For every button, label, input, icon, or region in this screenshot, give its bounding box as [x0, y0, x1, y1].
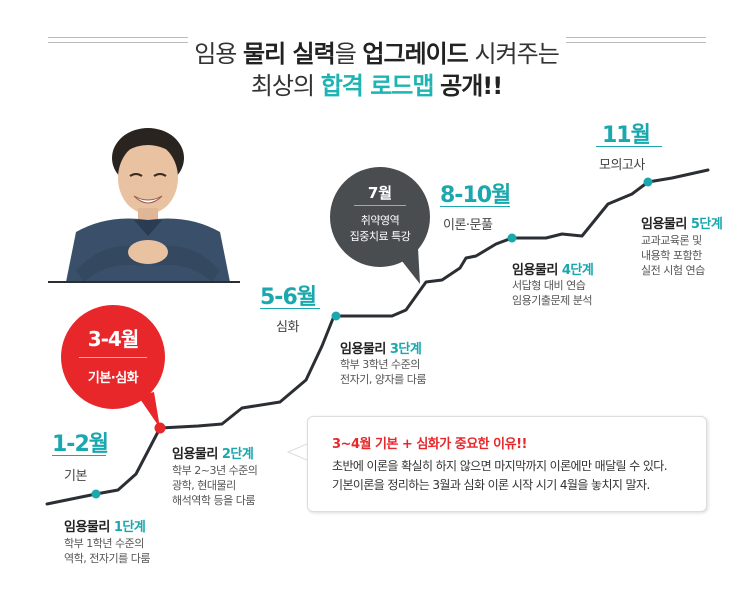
stage-title-4: 임용물리 4단계 [512, 263, 594, 278]
milestone-dot-5 [643, 177, 653, 187]
special-lecture-bubble: 7월 취약영역 집중치료 특강 [330, 167, 430, 267]
special-lecture-text: 취약영역 집중치료 특강 [349, 214, 411, 243]
header-rule-right [566, 37, 706, 43]
info-box-body: 초반에 이론을 확실히 하지 않으면 마지막까지 이론에만 매달릴 수 있다. … [332, 459, 668, 492]
stage-title-3: 임용물리 3단계 [340, 342, 422, 357]
stage-title-5: 임용물리 5단계 [641, 217, 723, 232]
stage-desc-1: 학부 1학년 수준의 역학, 전자기를 다룸 [64, 537, 150, 565]
milestone-underline-2 [260, 308, 320, 309]
special-lecture-divider [354, 205, 406, 206]
highlight-bubble-month: 3-4월 [87, 327, 140, 351]
headline-line2: 최상의 합격 로드맵 공개!! [250, 72, 503, 100]
milestone-sub-4: 모의고사 [599, 158, 645, 173]
milestone-sub-1: 기본 [64, 469, 87, 484]
header-rule-left [48, 37, 188, 43]
stage-desc-5: 교과교육론 및 내용학 포함한 실전 시험 연습 [641, 234, 705, 277]
instructor-photo [48, 120, 238, 282]
milestone-sub-3: 이론·문풀 [443, 218, 493, 233]
milestone-dot-1 [91, 489, 101, 499]
stage-desc-2: 학부 2~3년 수준의 광학, 현대물리 해석역학 등을 다룸 [172, 464, 258, 507]
milestone-sub-2: 심화 [276, 320, 299, 335]
milestone-dot-3 [331, 311, 341, 321]
highlight-bubble-divider [79, 357, 147, 358]
milestone-underline-4 [596, 146, 662, 147]
milestone-month-2: 5-6월 [260, 285, 317, 310]
stage-desc-3: 학부 3학년 수준의 전자기, 양자를 다룸 [340, 358, 426, 386]
milestone-underline-1 [52, 455, 106, 456]
milestone-month-4: 11월 [602, 123, 651, 148]
milestone-underline-3 [440, 206, 510, 207]
stage-title-2: 임용물리 2단계 [172, 447, 254, 462]
stage-desc-4: 서답형 대비 연습 임용기출문제 분석 [512, 279, 592, 307]
highlight-bubble-3-4: 3-4월 기본·심화 [61, 305, 165, 409]
headline-line1: 임용 물리 실력을 업그레이드 시켜주는 [194, 40, 560, 68]
milestone-dot-4 [507, 233, 517, 243]
special-lecture-month: 7월 [367, 184, 393, 202]
milestone-month-1: 1-2월 [52, 432, 109, 457]
photo-baseline [48, 281, 240, 283]
info-box-title: 3~4월 기본 + 심화가 중요한 이유!! [332, 437, 527, 452]
milestone-month-3: 8-10월 [440, 183, 511, 208]
highlight-bubble-sub: 기본·심화 [87, 371, 139, 386]
stage-title-1: 임용물리 1단계 [64, 520, 146, 535]
info-box: 3~4월 기본 + 심화가 중요한 이유!! 초반에 이론을 확실히 하지 않으… [307, 416, 707, 512]
